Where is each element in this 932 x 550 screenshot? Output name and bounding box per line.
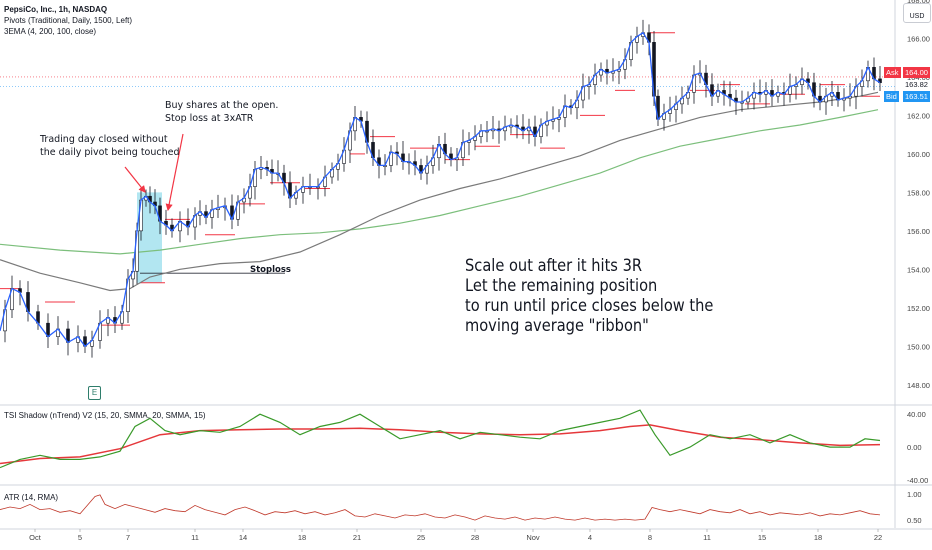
time-tick-label: 14 xyxy=(239,533,247,542)
earnings-badge[interactable]: E xyxy=(88,386,101,400)
candles xyxy=(3,19,882,358)
time-tick-label: 18 xyxy=(814,533,822,542)
annotation-pivot-note: Trading day closed without the daily piv… xyxy=(40,134,180,158)
time-tick-label: 28 xyxy=(471,533,479,542)
time-tick-label: 11 xyxy=(191,533,199,542)
legend-atr: ATR (14, RMA) xyxy=(4,493,59,502)
time-tick-label: Nov xyxy=(526,533,540,542)
annotation-stoploss: Stoploss xyxy=(250,265,291,275)
bid-price-tag: 163.51 xyxy=(903,91,930,102)
tsi-tick-label: 40.00 xyxy=(907,410,926,419)
time-tick-label: 5 xyxy=(78,533,82,542)
last-price-tag: 163.82 xyxy=(905,80,928,89)
legend-ema: 3EMA (4, 200, 100, close) xyxy=(4,27,97,36)
legend-symbol: PepsiCo, Inc., 1h, NASDAQ xyxy=(4,5,108,14)
price-tick-label: 150.00 xyxy=(907,342,930,351)
annotation-buy-note: Buy shares at the open. Stop loss at 3xA… xyxy=(165,100,279,124)
price-tick-label: 160.00 xyxy=(907,150,930,159)
atr-line xyxy=(0,494,881,521)
candle-body xyxy=(878,78,882,84)
currency-badge[interactable]: ​ USD xyxy=(903,3,931,23)
price-tick-label: 162.00 xyxy=(907,111,930,120)
annotation-scale-note: Scale out after it hits 3R Let the remai… xyxy=(465,256,714,336)
time-tick-label: 7 xyxy=(126,533,130,542)
price-tick-label: 158.00 xyxy=(907,188,930,197)
arrow-buy-note xyxy=(165,133,184,212)
time-tick-label: 15 xyxy=(758,533,766,542)
time-tick-label: 22 xyxy=(874,533,882,542)
tsi-tick-label: 0.00 xyxy=(907,443,922,452)
time-tick-label: 25 xyxy=(417,533,425,542)
atr-tick-label: 0.50 xyxy=(907,516,922,525)
tsi-line xyxy=(0,409,881,469)
price-tick-label: 152.00 xyxy=(907,304,930,313)
ema-200-line xyxy=(0,109,879,255)
ask-label-tag: Ask xyxy=(884,67,901,78)
price-tick-label: 156.00 xyxy=(907,227,930,236)
time-tick-label: 18 xyxy=(298,533,306,542)
price-tick-label: 148.00 xyxy=(907,381,930,390)
time-tick-label: 21 xyxy=(353,533,361,542)
time-tick-label: 8 xyxy=(648,533,652,542)
price-tick-label: 168.00 xyxy=(907,0,930,5)
chart-legend: PepsiCo, Inc., 1h, NASDAQ Pivots (Tradit… xyxy=(4,4,132,37)
ema-4-line xyxy=(0,31,881,348)
legend-tsi: TSI Shadow (nTrend) V2 (15, 20, SMMA, 20… xyxy=(4,411,206,420)
legend-pivots: Pivots (Traditional, Daily, 1500, Left) xyxy=(4,16,133,25)
price-tick-label: 154.00 xyxy=(907,265,930,274)
price-tick-label: 166.00 xyxy=(907,34,930,43)
ema-100-line xyxy=(0,91,879,292)
tsi-tick-label: -40.00 xyxy=(907,476,928,485)
time-tick-label: 11 xyxy=(703,533,711,542)
time-tick-label: Oct xyxy=(29,533,42,542)
bid-label-tag: Bid xyxy=(884,91,899,102)
arrow-pivot-note xyxy=(124,166,146,193)
time-tick-label: 4 xyxy=(588,533,592,542)
ask-price-tag: 164.00 xyxy=(903,67,930,78)
atr-tick-label: 1.00 xyxy=(907,490,922,499)
